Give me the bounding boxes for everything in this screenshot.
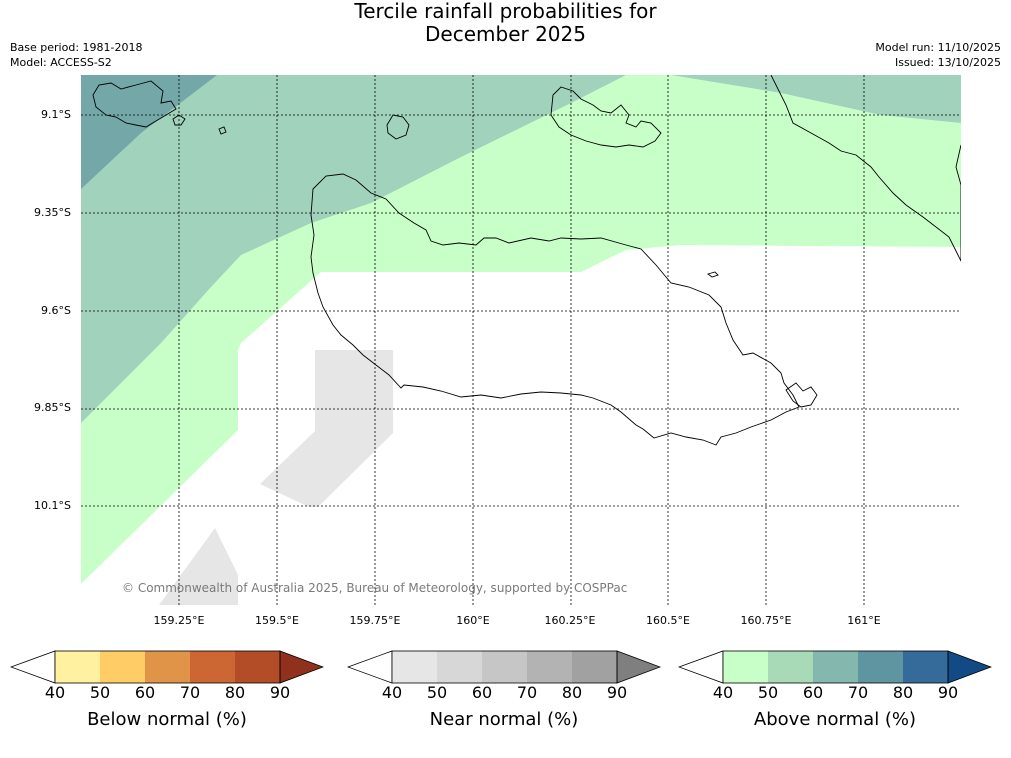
near-swatch-60-70 — [482, 651, 527, 683]
lon-label-159-5: 159.5°E — [255, 614, 299, 627]
above-tick-40: 40 — [712, 683, 734, 702]
colorbar-above-normal — [677, 650, 993, 684]
above-swatch-40-50 — [723, 651, 768, 683]
lat-label-10-1: 10.1°S — [34, 499, 71, 512]
lon-label-161: 161°E — [847, 614, 881, 627]
below-swatch-70-80 — [190, 651, 235, 683]
small-islet-west-2 — [218, 126, 227, 135]
marau-islets-coastline — [785, 382, 818, 408]
colorbar-near-normal — [346, 650, 662, 684]
near-tick-40: 40 — [381, 683, 403, 702]
legend-near-normal: 40 50 60 70 80 90 Near normal (%) — [346, 650, 662, 740]
below-arrow-high — [279, 650, 325, 684]
above-arrow-high — [947, 650, 993, 684]
lon-label-160-5: 160.5°E — [646, 614, 690, 627]
near-normal-40-50-patch-south — [159, 528, 238, 605]
title-line-1: Tercile rainfall probabilities for — [354, 0, 657, 23]
title-line-2: December 2025 — [425, 22, 586, 46]
lat-label-9-35: 9.35°S — [34, 206, 71, 219]
islet-east — [707, 271, 719, 278]
near-tick-80: 80 — [561, 683, 583, 702]
near-swatch-50-60 — [437, 651, 482, 683]
colorbar-below-normal — [9, 650, 325, 684]
below-swatch-50-60 — [100, 651, 145, 683]
lon-label-159-75: 159.75°E — [349, 614, 401, 627]
model-run-text: Model run: 11/10/2025 — [875, 41, 1001, 54]
above-tick-50: 50 — [757, 683, 779, 702]
below-arrow-low — [9, 650, 56, 684]
near-swatch-40-50 — [392, 651, 437, 683]
small-islet-west — [172, 114, 186, 126]
graticule — [81, 75, 961, 605]
below-normal-label: Below normal (%) — [87, 709, 247, 730]
above-normal-50-60-region-west — [81, 75, 626, 423]
below-tick-90: 90 — [269, 683, 291, 702]
above-normal-60-70-region — [81, 75, 217, 189]
lon-label-160: 160°E — [456, 614, 490, 627]
russell-islands-coastline — [92, 80, 177, 128]
near-swatch-70-80 — [527, 651, 572, 683]
base-period-text: Base period: 1981-2018 — [10, 41, 143, 54]
near-arrow-low — [346, 650, 393, 684]
near-tick-90: 90 — [606, 683, 628, 702]
below-tick-70: 70 — [179, 683, 201, 702]
lon-label-160-75: 160.75°E — [740, 614, 792, 627]
below-swatch-40-50 — [55, 651, 100, 683]
below-tick-60: 60 — [134, 683, 156, 702]
below-swatch-80-90 — [235, 651, 280, 683]
map-svg — [81, 74, 962, 605]
near-normal-40-50-patch-central — [260, 350, 393, 507]
guadalcanal-coastline — [310, 173, 800, 446]
lon-label-159-25: 159.25°E — [153, 614, 205, 627]
nggela-islands-coastline — [550, 86, 662, 148]
above-tick-70: 70 — [847, 683, 869, 702]
above-swatch-70-80 — [858, 651, 903, 683]
near-normal-label: Near normal (%) — [429, 709, 579, 730]
above-swatch-80-90 — [903, 651, 948, 683]
lat-label-9-1: 9.1°S — [41, 108, 71, 121]
above-swatch-60-70 — [813, 651, 858, 683]
map-title: Tercile rainfall probabilities for Decem… — [0, 0, 1011, 46]
near-tick-50: 50 — [426, 683, 448, 702]
above-tick-80: 80 — [892, 683, 914, 702]
legend-above-normal: 40 50 60 70 80 90 Above normal (%) — [677, 650, 993, 740]
legend-below-normal: 40 50 60 70 80 90 Below normal (%) — [9, 650, 325, 740]
above-tick-90: 90 — [937, 683, 959, 702]
below-tick-80: 80 — [224, 683, 246, 702]
above-arrow-low — [677, 650, 724, 684]
near-tick-60: 60 — [471, 683, 493, 702]
near-arrow-high — [616, 650, 662, 684]
metadata-right: Model run: 11/10/2025 Issued: 13/10/2025 — [875, 40, 1001, 70]
above-normal-label: Above normal (%) — [753, 709, 917, 730]
copyright-text: © Commonwealth of Australia 2025, Bureau… — [122, 581, 628, 595]
below-tick-50: 50 — [89, 683, 111, 702]
map-panel[interactable] — [81, 74, 962, 605]
above-normal-50-60-region-east — [671, 75, 961, 123]
near-tick-70: 70 — [516, 683, 538, 702]
below-tick-40: 40 — [44, 683, 66, 702]
below-swatch-60-70 — [145, 651, 190, 683]
lat-label-9-85: 9.85°S — [34, 401, 71, 414]
metadata-left: Base period: 1981-2018 Model: ACCESS-S2 — [10, 40, 142, 70]
issued-text: Issued: 13/10/2025 — [894, 56, 1001, 69]
near-swatch-80-90 — [572, 651, 617, 683]
model-text: Model: ACCESS-S2 — [10, 56, 112, 69]
lon-label-160-25: 160.25°E — [544, 614, 596, 627]
above-tick-60: 60 — [802, 683, 824, 702]
lat-label-9-6: 9.6°S — [41, 304, 71, 317]
above-swatch-50-60 — [768, 651, 813, 683]
